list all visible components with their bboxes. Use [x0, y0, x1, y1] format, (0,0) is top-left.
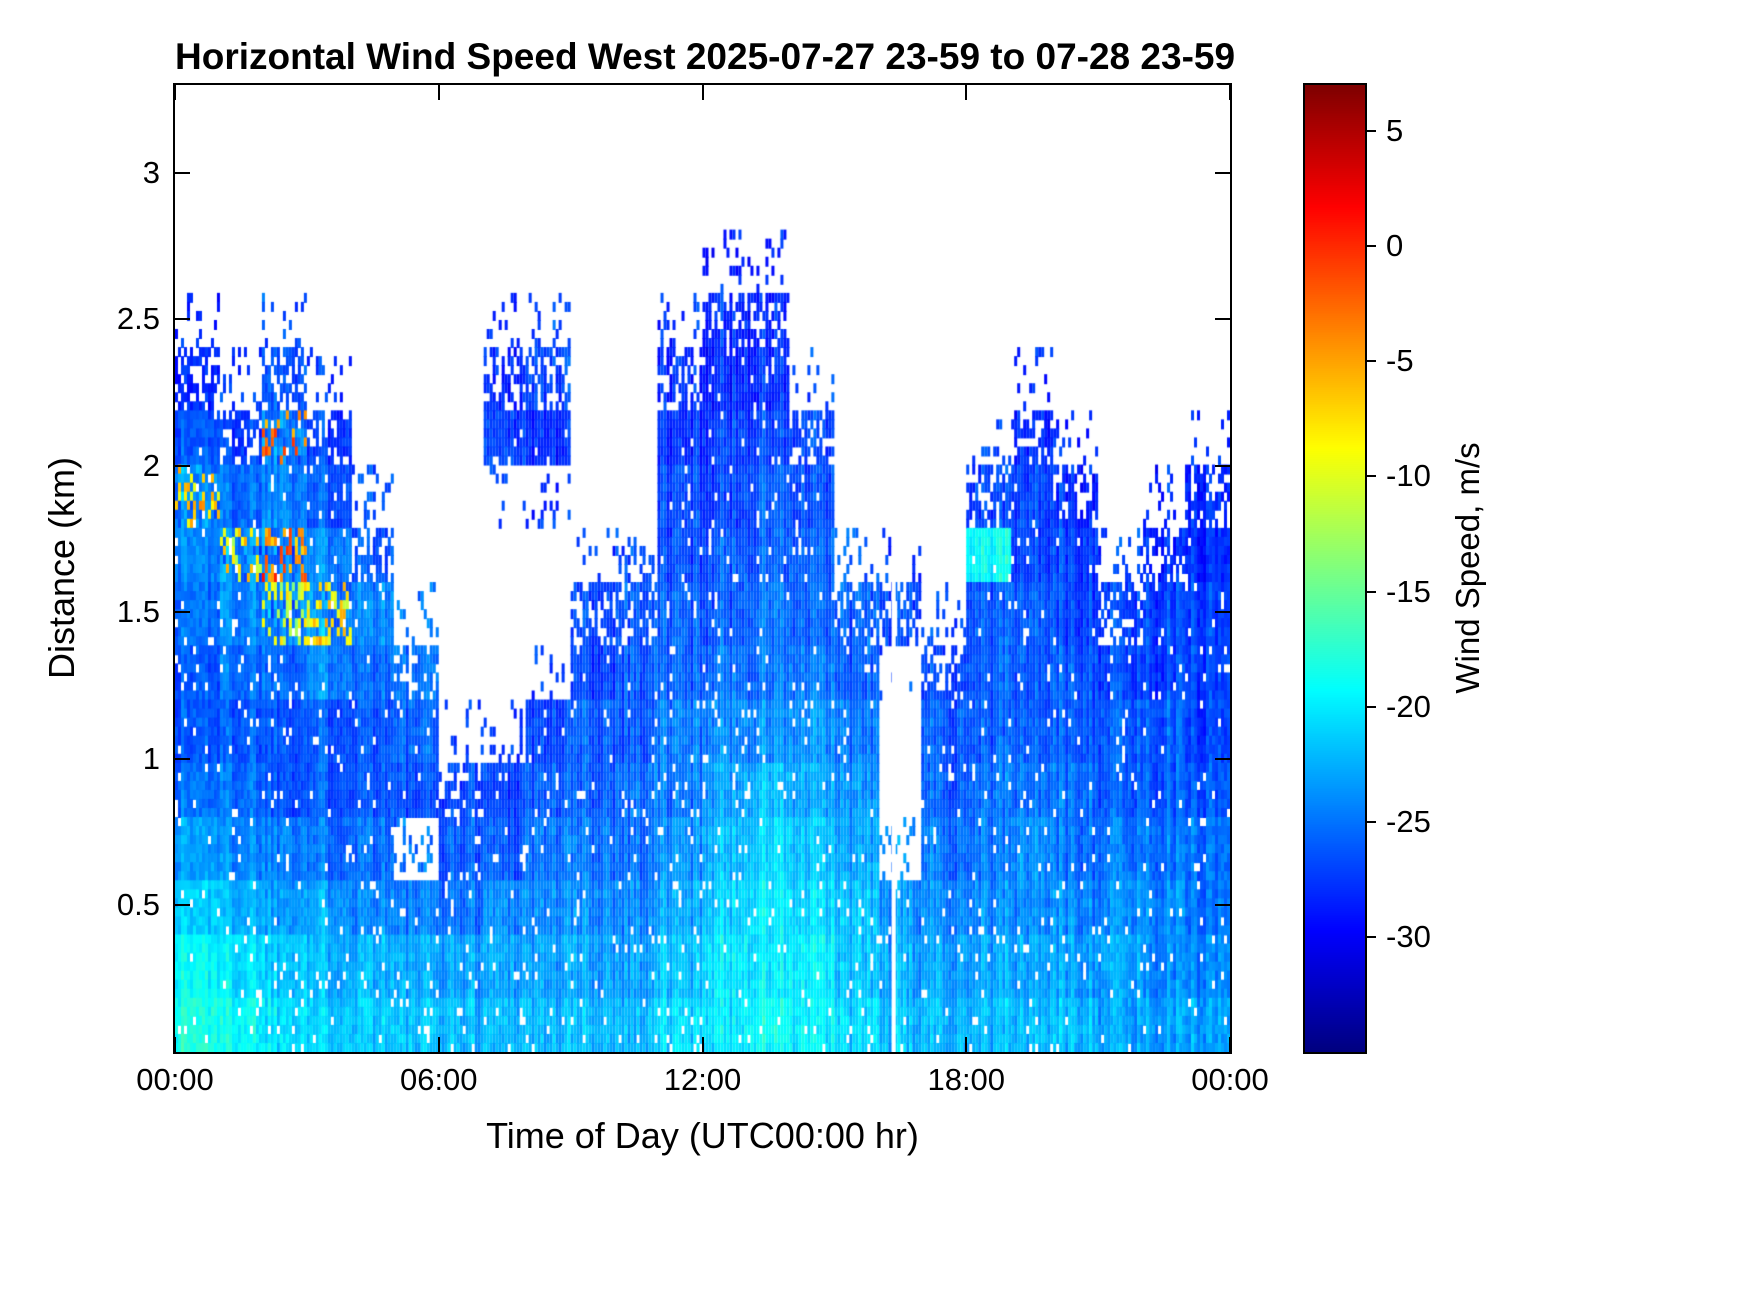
colorbar-tick-mark [1367, 130, 1376, 133]
x-tick-label: 00:00 [136, 1062, 214, 1097]
colorbar-gradient-canvas [1305, 85, 1365, 1052]
x-tick-mark [1229, 1037, 1231, 1052]
x-tick-mark [437, 1037, 440, 1052]
plot-area [173, 83, 1232, 1054]
y-tick-mark [175, 171, 190, 174]
y-tick-mark [175, 464, 190, 467]
colorbar-tick-label: 0 [1386, 228, 1404, 264]
y-tick-mark [175, 757, 190, 760]
heatmap-canvas [175, 85, 1230, 1052]
colorbar-tick-mark [1367, 245, 1376, 248]
y-tick-label: 1.5 [116, 594, 160, 630]
x-tick-mark [1229, 85, 1231, 100]
colorbar-tick-label: -30 [1386, 918, 1431, 954]
y-tick-label: 2.5 [116, 301, 160, 337]
colorbar-tick-mark [1367, 935, 1376, 938]
x-tick-mark [701, 1037, 704, 1052]
y-tick-mark [1215, 171, 1230, 174]
y-tick-mark [1215, 757, 1230, 760]
colorbar-tick-mark [1367, 590, 1376, 593]
colorbar-tick-mark [1367, 360, 1376, 363]
y-tick-mark [1215, 318, 1230, 321]
colorbar-tick-label: -25 [1386, 803, 1431, 839]
x-tick-label: 12:00 [663, 1062, 742, 1097]
colorbar-tick-label: -10 [1386, 458, 1431, 494]
x-tick-mark [174, 85, 176, 100]
x-tick-mark [965, 85, 968, 100]
colorbar-tick-label: -15 [1386, 573, 1431, 609]
x-tick-mark [437, 85, 440, 100]
colorbar-tick-mark [1367, 705, 1376, 708]
x-axis-label: Time of Day (UTC00:00 hr) [486, 1115, 919, 1156]
y-axis-label: Distance (km) [41, 456, 82, 680]
x-tick-mark [701, 85, 704, 100]
y-tick-mark [175, 318, 190, 321]
x-tick-mark [174, 1037, 176, 1052]
colorbar [1303, 83, 1367, 1054]
colorbar-tick-label: 5 [1386, 113, 1404, 149]
x-tick-label: 00:00 [1191, 1062, 1269, 1097]
colorbar-tick-mark [1367, 820, 1376, 823]
x-tick-mark [965, 1037, 968, 1052]
y-tick-mark [1215, 904, 1230, 907]
y-tick-label: 3 [142, 154, 160, 190]
y-tick-label: 2 [142, 447, 160, 483]
y-tick-mark [1215, 611, 1230, 614]
y-tick-mark [1215, 464, 1230, 467]
x-tick-label: 18:00 [927, 1062, 1006, 1097]
colorbar-tick-label: -20 [1386, 688, 1431, 724]
x-tick-label: 06:00 [399, 1062, 478, 1097]
y-tick-label: 1 [142, 740, 160, 776]
colorbar-tick-mark [1367, 475, 1376, 478]
colorbar-label: Wind Speed, m/s [1449, 442, 1486, 694]
chart-title: Horizontal Wind Speed West 2025-07-27 23… [175, 36, 1236, 77]
y-tick-mark [175, 904, 190, 907]
y-tick-mark [175, 611, 190, 614]
y-tick-label: 0.5 [116, 887, 160, 923]
colorbar-tick-label: -5 [1386, 343, 1414, 379]
